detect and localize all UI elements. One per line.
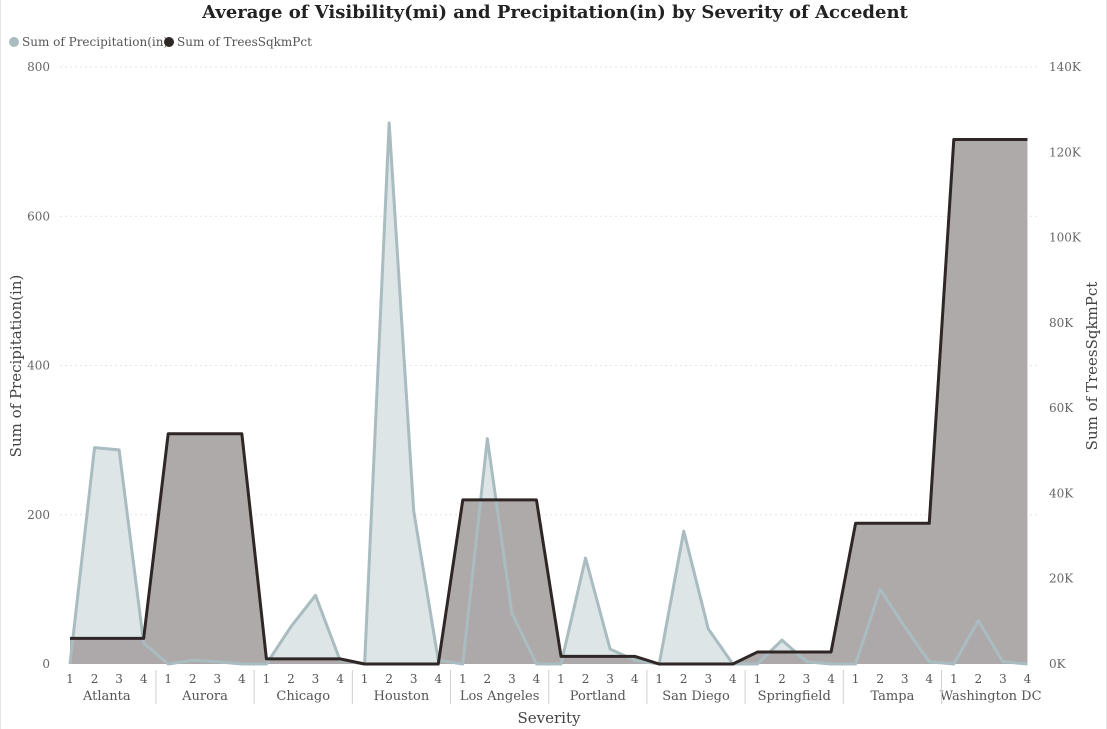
x-tick-label: 3 [803, 672, 811, 686]
y2-tick-label: 20K [1049, 572, 1074, 586]
x-tick-label: 3 [704, 672, 712, 686]
group-label: Atlanta [82, 689, 131, 704]
y2-tick-label: 140K [1049, 60, 1082, 74]
gridlines [60, 66, 1040, 516]
y-tick-label: 800 [27, 60, 50, 74]
x-tick-label: 4 [827, 672, 835, 686]
y2-tick-label: 60K [1049, 401, 1074, 415]
x-axis: 1 2 3 4 1 2 3 4 1 2 3 4 1 2 3 4 1 2 3 4 1 2 3 4 1 2 3 4 1 2 3 4 1 2 3 4 1 2 3 4… [66, 670, 1042, 704]
x-tick-label: 4 [631, 672, 639, 686]
x-tick-label: 1 [852, 672, 860, 686]
x-tick-label: 3 [901, 672, 909, 686]
x-tick-label: 2 [778, 672, 786, 686]
x-tick-label: 2 [582, 672, 590, 686]
x-tick-label: 1 [361, 672, 369, 686]
y2-tick-label: 120K [1049, 145, 1082, 159]
legend-marker-trees [164, 37, 174, 47]
x-tick-label: 3 [999, 672, 1007, 686]
y2-tick-label: 40K [1049, 486, 1074, 500]
x-tick-label: 2 [484, 672, 492, 686]
legend-label-trees: Sum of TreesSqkmPct [177, 35, 312, 49]
group-label: Chicago [276, 689, 330, 704]
x-tick-label: 1 [263, 672, 271, 686]
x-tick-label: 4 [140, 672, 148, 686]
precipitation-line [68, 121, 1028, 666]
plot-area [68, 121, 1028, 666]
y-tick-label: 200 [27, 508, 50, 522]
left-axis: 0 200 400 600 800 [27, 60, 50, 671]
x-tick-label: 1 [66, 672, 74, 686]
group-label: Springfield [758, 689, 831, 704]
y2-axis-label: Sum of TreesSqkmPct [1083, 282, 1101, 451]
x-tick-label: 1 [655, 672, 663, 686]
group-label: San Diego [662, 689, 730, 704]
x-tick-label: 4 [434, 672, 442, 686]
x-tick-label: 1 [557, 672, 565, 686]
x-tick-label: 4 [1024, 672, 1032, 686]
trees-line [70, 137, 1028, 666]
y-tick-label: 400 [27, 359, 50, 373]
x-tick-label: 2 [975, 672, 983, 686]
y2-tick-label: 80K [1049, 316, 1074, 330]
x-tick-label: 2 [287, 672, 295, 686]
x-tick-label: 4 [925, 672, 933, 686]
legend: Sum of Precipitation(in) Sum of TreesSqk… [9, 35, 312, 49]
x-tick-label: 3 [508, 672, 516, 686]
x-tick-label: 3 [410, 672, 418, 686]
group-label: Portland [570, 689, 626, 704]
x-tick-label: 3 [213, 672, 221, 686]
chart-title: Average of Visibility(mi) and Precipitat… [201, 2, 908, 23]
x-tick-label: 2 [385, 672, 393, 686]
x-tick-label: 2 [680, 672, 688, 686]
right-axis: 0K 20K 40K 60K 80K 100K 120K 140K [1049, 60, 1082, 671]
group-label: Houston [374, 689, 430, 704]
x-tick-label: 1 [164, 672, 172, 686]
x-tick-label: 2 [189, 672, 197, 686]
group-label: Aurora [181, 689, 228, 704]
x-axis-label: Severity [518, 709, 581, 727]
y2-tick-label: 0K [1049, 657, 1067, 671]
group-label: Los Angeles [460, 689, 540, 704]
x-tick-label: 4 [336, 672, 344, 686]
legend-label-precipitation: Sum of Precipitation(in) [22, 35, 168, 49]
x-tick-label: 2 [91, 672, 99, 686]
x-tick-label: 4 [533, 672, 541, 686]
trees-area [70, 139, 1028, 664]
y2-tick-label: 100K [1049, 231, 1082, 245]
x-tick-label: 1 [754, 672, 762, 686]
group-label: Tampa [871, 689, 915, 704]
x-tick-label: 3 [115, 672, 123, 686]
y-tick-label: 0 [42, 657, 50, 671]
group-label: Washington DC [940, 689, 1042, 704]
x-tick-label: 4 [729, 672, 737, 686]
x-tick-label: 4 [238, 672, 246, 686]
y-tick-label: 600 [27, 209, 50, 223]
x-tick-label: 3 [606, 672, 614, 686]
x-tick-label: 1 [950, 672, 958, 686]
x-tick-label: 2 [876, 672, 884, 686]
x-tick-label: 1 [459, 672, 467, 686]
x-tick-label: 3 [312, 672, 320, 686]
y-axis-label: Sum of Precipitation(in) [7, 275, 25, 458]
legend-marker-precipitation [9, 37, 19, 47]
